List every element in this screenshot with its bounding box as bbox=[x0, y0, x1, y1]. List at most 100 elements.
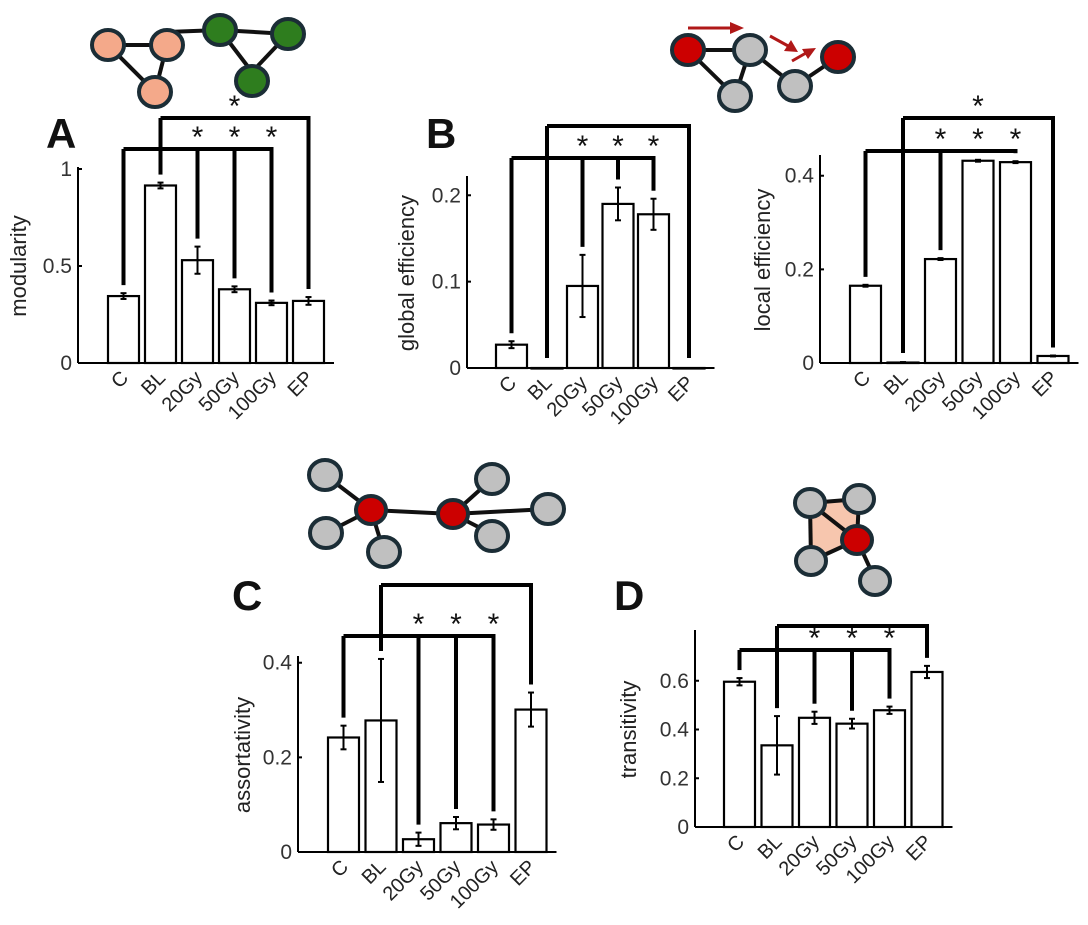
x-tick-label: C bbox=[107, 367, 133, 393]
x-tick-label: C bbox=[723, 831, 749, 857]
significance-bracket: * * * bbox=[509, 130, 660, 334]
bar-100Gy bbox=[636, 213, 671, 370]
significance-bracket bbox=[545, 124, 691, 358]
y-tick-label: 0 bbox=[677, 816, 689, 839]
significance-star: * bbox=[884, 622, 896, 655]
y-tick-label: 0.4 bbox=[785, 165, 815, 188]
modularity-network-icon bbox=[90, 13, 306, 109]
y-tick-label: 0.2 bbox=[660, 767, 689, 790]
panel-label-c: C bbox=[232, 572, 262, 619]
significance-bracket bbox=[379, 583, 533, 685]
node-gray bbox=[474, 519, 510, 553]
y-tick-label: 0.4 bbox=[263, 652, 293, 675]
x-tick-label: 20Gy bbox=[543, 372, 592, 421]
bar-EP bbox=[291, 299, 326, 365]
node-gray bbox=[793, 487, 827, 519]
node-green bbox=[270, 17, 306, 51]
significance-bracket: * bbox=[901, 90, 1055, 353]
significance-bracket: * * * bbox=[737, 622, 896, 711]
bar-100Gy bbox=[872, 709, 907, 829]
x-tick-label: C bbox=[849, 367, 875, 393]
transitivity-network-icon bbox=[793, 483, 892, 597]
y-tick-label: 0 bbox=[60, 352, 72, 375]
bar-C bbox=[326, 736, 361, 854]
node-orange bbox=[90, 28, 126, 62]
x-tick-label: 20Gy bbox=[158, 367, 207, 416]
node-orange bbox=[137, 75, 173, 109]
y-axis-label: transitivity bbox=[616, 681, 641, 779]
node-gray bbox=[842, 483, 876, 515]
node-gray bbox=[717, 79, 753, 113]
node-green bbox=[234, 64, 270, 98]
significance-bracket: * * * bbox=[863, 123, 1022, 277]
significance-bracket: * * * bbox=[341, 608, 500, 825]
assortativity-network-icon bbox=[307, 458, 566, 569]
bar-EP bbox=[910, 670, 944, 829]
significance-star: * bbox=[648, 130, 660, 163]
path-arrow-icon bbox=[688, 22, 816, 63]
y-tick-label: 0 bbox=[449, 357, 461, 380]
significance-star: * bbox=[972, 90, 984, 123]
bar-EP bbox=[514, 708, 548, 854]
bar-50Gy bbox=[961, 159, 995, 365]
bar-C bbox=[848, 284, 883, 365]
node-red bbox=[820, 40, 856, 74]
significance-star: * bbox=[413, 608, 425, 641]
x-tick-label: EP bbox=[664, 372, 698, 406]
bar-BL bbox=[143, 184, 178, 365]
y-tick-label: 0.5 bbox=[43, 255, 72, 278]
panel-label-d: D bbox=[614, 572, 644, 619]
x-tick-label: EP bbox=[902, 831, 936, 865]
y-tick-label: 0.4 bbox=[660, 719, 690, 742]
y-tick-label: 0.6 bbox=[660, 670, 689, 693]
node-gray bbox=[474, 462, 510, 496]
bar-50Gy bbox=[835, 722, 869, 829]
node-gray bbox=[366, 535, 402, 569]
significance-star: * bbox=[488, 608, 500, 641]
significance-star: * bbox=[972, 123, 984, 156]
x-tick-label: 20Gy bbox=[379, 856, 428, 905]
x-tick-label: EP bbox=[1028, 367, 1062, 401]
node-gray bbox=[307, 458, 343, 492]
significance-star: * bbox=[846, 622, 858, 655]
significance-bracket bbox=[775, 624, 929, 709]
x-tick-label: C bbox=[327, 856, 353, 882]
significance-star: * bbox=[450, 608, 462, 641]
bar-20Gy bbox=[797, 716, 832, 829]
bar-20Gy bbox=[923, 257, 958, 365]
bar-20Gy bbox=[180, 259, 215, 365]
significance-bracket: * * * bbox=[121, 121, 278, 293]
significance-star: * bbox=[192, 121, 204, 154]
bar-100Gy bbox=[998, 161, 1033, 365]
y-axis-label: global efficiency bbox=[394, 195, 419, 351]
bar-C bbox=[106, 294, 141, 365]
y-axis-label: local efficiency bbox=[750, 189, 775, 332]
y-tick-label: 0.2 bbox=[263, 746, 292, 769]
bar-100Gy bbox=[254, 301, 289, 365]
significance-star: * bbox=[935, 123, 947, 156]
significance-star: * bbox=[1010, 123, 1022, 156]
y-tick-label: 0 bbox=[280, 841, 292, 864]
panel-label-a: A bbox=[46, 110, 76, 157]
node-orange bbox=[149, 28, 185, 62]
significance-star: * bbox=[229, 121, 241, 154]
node-gray bbox=[732, 33, 768, 67]
node-gray bbox=[794, 545, 828, 577]
y-tick-label: 0 bbox=[802, 352, 814, 375]
node-red bbox=[354, 494, 388, 526]
significance-star: * bbox=[809, 622, 821, 655]
y-tick-label: 0.2 bbox=[785, 258, 814, 281]
node-red bbox=[670, 33, 706, 67]
node-gray bbox=[777, 69, 813, 103]
bar-50Gy bbox=[601, 202, 635, 370]
x-tick-label: 20Gy bbox=[901, 367, 950, 416]
y-tick-label: 0.1 bbox=[432, 271, 461, 294]
significance-star: * bbox=[229, 90, 241, 123]
significance-star: * bbox=[266, 121, 278, 154]
y-axis-label: modularity bbox=[6, 215, 31, 316]
